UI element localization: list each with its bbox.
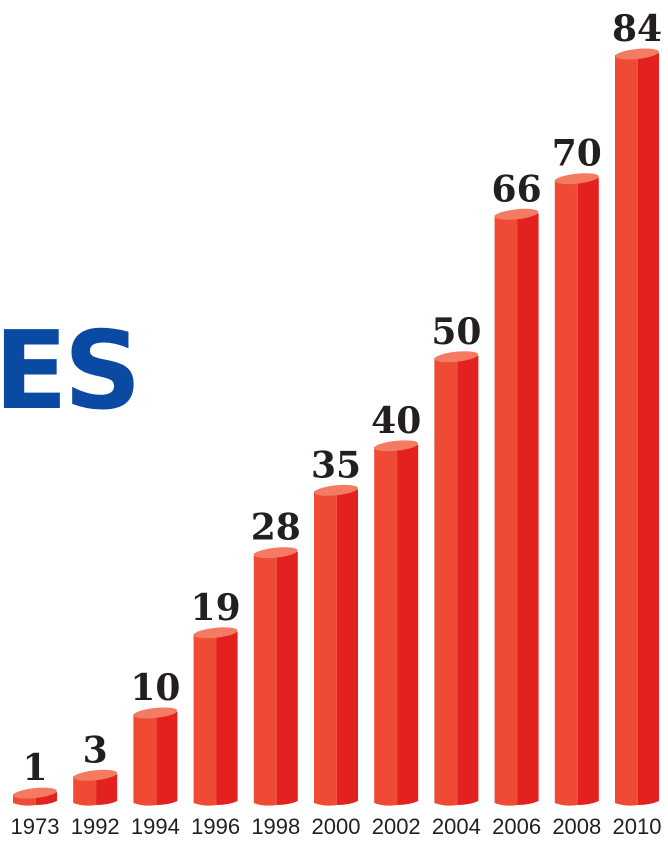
bar-face-left (133, 713, 157, 806)
bar-cap (434, 351, 479, 363)
bar-face-right (96, 774, 118, 805)
data-label: 3 (83, 729, 108, 771)
bar-2008 (554, 173, 599, 806)
bar-2006 (494, 208, 539, 806)
bar-cap (314, 484, 358, 496)
x-tick-label: 1996 (191, 814, 240, 839)
bar-cap (133, 707, 178, 719)
bar-face-right (637, 53, 659, 805)
bar-1994 (133, 707, 178, 806)
x-tick-label: 2006 (492, 814, 541, 839)
bar-face-left (193, 633, 217, 806)
bar-face-right (276, 551, 298, 805)
bar-1973 (13, 787, 57, 806)
bar-face-right (156, 711, 178, 805)
x-tick-label: 2008 (552, 814, 601, 839)
data-label: 84 (612, 8, 662, 50)
data-label: 35 (311, 444, 361, 486)
bar-2004 (434, 351, 479, 806)
data-label: 66 (492, 168, 542, 210)
data-label: 19 (191, 587, 241, 629)
bar-cap (374, 440, 419, 452)
x-tick-label: 2004 (432, 814, 481, 839)
bar-face-left (494, 215, 518, 806)
x-tick-label: 2002 (372, 814, 421, 839)
bar-1996 (193, 627, 238, 806)
data-label: 10 (130, 667, 180, 709)
bar-cap (615, 48, 659, 60)
bar-cap (494, 208, 539, 220)
bar-face-left (253, 553, 277, 806)
bar-cap (253, 547, 298, 559)
data-label: 1 (22, 747, 47, 789)
bar-cap (193, 627, 238, 639)
bar-1992 (73, 769, 118, 806)
data-label: 70 (552, 133, 602, 175)
bar-face-right (457, 355, 479, 805)
bar-2002 (374, 440, 419, 806)
data-label: 40 (371, 400, 421, 442)
bar-1998 (253, 547, 298, 806)
bar-face-left (554, 179, 578, 806)
x-tick-label: 2000 (312, 814, 361, 839)
heading-fragment: ES (0, 309, 142, 434)
bar-cap (554, 173, 599, 185)
bar-face-right (517, 213, 539, 806)
bar-face-right (577, 177, 599, 805)
x-tick-label: 1998 (251, 814, 300, 839)
x-tick-label: 1973 (11, 814, 60, 839)
bar-face-left (314, 491, 337, 806)
bar-2010 (615, 48, 659, 806)
x-tick-label: 1992 (71, 814, 120, 839)
bar-face-left (374, 446, 398, 806)
bar-face-right (336, 489, 358, 805)
bar-cap (73, 769, 118, 781)
data-label: 28 (251, 507, 301, 549)
bar-face-right (397, 444, 419, 805)
bar-face-right (216, 631, 238, 805)
x-tick-label: 2010 (613, 814, 662, 839)
bar-face-left (434, 357, 458, 806)
data-label: 50 (431, 311, 481, 353)
bar-face-left (615, 55, 638, 806)
bar-face-left (73, 776, 97, 806)
bar-cap (13, 787, 57, 799)
x-tick-label: 1994 (131, 814, 180, 839)
bar-2000 (314, 484, 358, 806)
